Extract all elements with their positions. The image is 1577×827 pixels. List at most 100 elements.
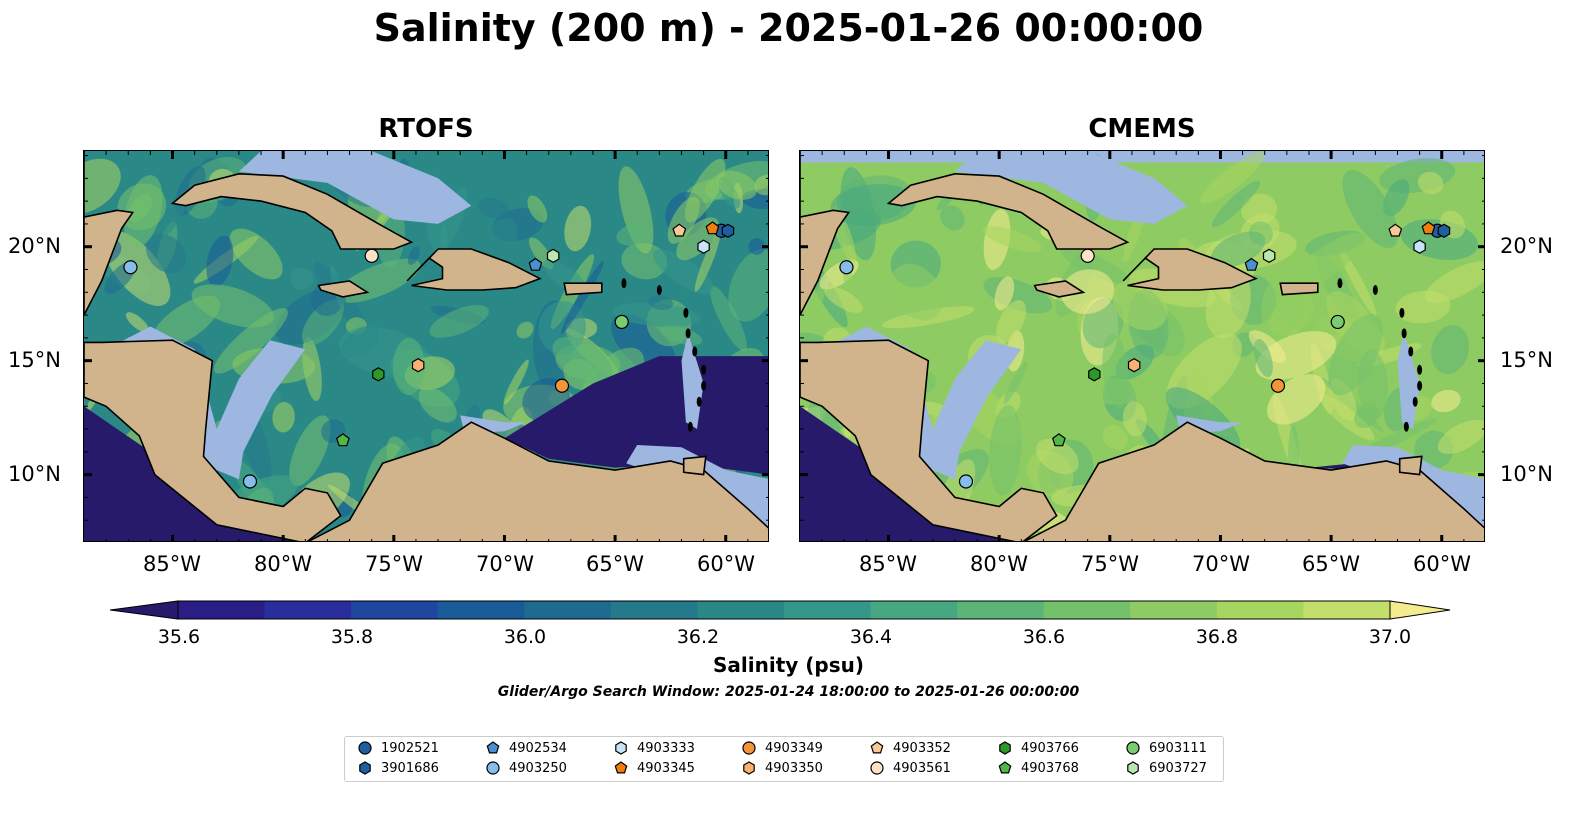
float-marker-4903352 bbox=[1388, 223, 1403, 237]
salinity-blob bbox=[1112, 279, 1168, 331]
figure-title: Salinity (200 m) - 2025-01-26 00:00:00 bbox=[373, 6, 1204, 50]
island bbox=[692, 346, 698, 357]
island bbox=[683, 307, 689, 318]
land-mass bbox=[800, 339, 1058, 541]
legend-marker-hexagon-icon bbox=[359, 761, 371, 775]
salinity-blob bbox=[1036, 438, 1079, 475]
salinity-blob bbox=[392, 337, 425, 396]
colorbar-bin bbox=[784, 601, 872, 619]
salinity-blob bbox=[272, 401, 295, 433]
float-marker-4903250 bbox=[242, 474, 258, 489]
salinity-blob bbox=[289, 415, 331, 487]
colorbar-bin bbox=[524, 601, 612, 619]
salinity-blob bbox=[1200, 151, 1266, 204]
colorbar-bin bbox=[1043, 601, 1131, 619]
legend-item: 4903345 bbox=[613, 760, 695, 776]
legend-item: 4903333 bbox=[613, 740, 695, 756]
colorbar bbox=[110, 600, 1451, 620]
salinity-blob bbox=[1431, 325, 1470, 375]
legend-label: 3901686 bbox=[381, 760, 439, 776]
island bbox=[1401, 328, 1407, 339]
colorbar-label: Salinity (psu) bbox=[712, 653, 864, 677]
colorbar-tick-label: 36.8 bbox=[1195, 626, 1239, 648]
float-marker-4902534 bbox=[528, 257, 543, 271]
float-marker-4903561 bbox=[1080, 248, 1095, 263]
salinity-blob bbox=[1241, 193, 1278, 226]
map-panel-cmems bbox=[799, 150, 1485, 542]
salinity-blob bbox=[925, 193, 939, 238]
island bbox=[1337, 278, 1343, 289]
salinity-blob bbox=[824, 286, 863, 313]
colorbar-tick-label: 36.6 bbox=[1022, 626, 1066, 648]
land-mass bbox=[1398, 455, 1423, 476]
y-tick-label-right: 10°N bbox=[1500, 462, 1553, 486]
land-mass bbox=[1033, 280, 1086, 298]
panel-title-cmems: CMEMS bbox=[1088, 114, 1196, 144]
colorbar-bin bbox=[351, 601, 439, 619]
salinity-blob bbox=[994, 276, 1015, 311]
salinity-blob bbox=[982, 226, 1042, 253]
salinity-blob bbox=[1431, 389, 1461, 413]
y-tick-label-left: 20°N bbox=[8, 234, 61, 258]
salinity-blob bbox=[552, 336, 613, 384]
float-marker-4903768 bbox=[335, 433, 350, 447]
salinity-blob bbox=[939, 205, 965, 231]
float-marker-6903111 bbox=[1330, 314, 1345, 330]
float-marker-4903333 bbox=[697, 239, 710, 254]
salinity-blob bbox=[1328, 313, 1383, 396]
land-mass bbox=[886, 172, 1130, 250]
island bbox=[701, 380, 707, 391]
float-marker-4903768 bbox=[1051, 433, 1066, 447]
island bbox=[1408, 346, 1414, 357]
salinity-blob bbox=[754, 174, 768, 196]
axis-ticks bbox=[800, 151, 1484, 541]
salinity-blob bbox=[596, 268, 611, 344]
salinity-blob bbox=[229, 228, 283, 280]
salinity-map bbox=[84, 151, 768, 541]
land-mass bbox=[84, 339, 342, 541]
colorbar-bin bbox=[1130, 601, 1218, 619]
low-salinity-region bbox=[84, 406, 296, 541]
colorbar-tick-label: 37.0 bbox=[1368, 626, 1412, 648]
legend-label: 6903727 bbox=[1149, 760, 1207, 776]
panel-title-rtofs: RTOFS bbox=[378, 114, 474, 144]
float-marker-4903345 bbox=[1421, 221, 1436, 235]
salinity-blob bbox=[117, 183, 167, 231]
legend-marker-circle-icon bbox=[742, 741, 756, 755]
salinity-blob bbox=[989, 405, 1022, 496]
y-tick-label-right: 15°N bbox=[1500, 348, 1553, 372]
legend-label: 4903333 bbox=[637, 740, 695, 756]
land-mass bbox=[307, 421, 768, 541]
salinity-blob bbox=[710, 286, 747, 352]
float-marker-4903345 bbox=[705, 221, 720, 235]
legend-label: 4903561 bbox=[893, 760, 951, 776]
float-marker-4903766 bbox=[372, 367, 385, 382]
island bbox=[1399, 307, 1405, 318]
legend-label: 4903352 bbox=[893, 740, 951, 756]
legend-marker-hexagon-icon bbox=[615, 741, 627, 755]
float-marker-3901686 bbox=[721, 223, 735, 238]
float-marker-4903352 bbox=[672, 223, 687, 237]
legend-item: 4903250 bbox=[485, 760, 567, 776]
salinity-blob bbox=[1255, 331, 1337, 381]
salinity-blob bbox=[612, 302, 701, 327]
legend-marker-circle-icon bbox=[358, 741, 372, 755]
legend: 1902521 3901686 4902534 4903250 4903333 49033… bbox=[344, 736, 1224, 782]
legend-label: 4903250 bbox=[509, 760, 567, 776]
salinity-blob bbox=[660, 325, 703, 346]
legend-label: 4903768 bbox=[1021, 760, 1079, 776]
colorbar-bin bbox=[1303, 601, 1391, 619]
float-marker-4903333 bbox=[1413, 239, 1426, 254]
legend-item: 4903561 bbox=[869, 760, 951, 776]
island bbox=[701, 364, 707, 375]
map-panel-rtofs bbox=[83, 150, 769, 542]
colorbar-bin bbox=[178, 601, 266, 619]
colorbar-tick-label: 35.8 bbox=[330, 626, 374, 648]
legend-item: 6903727 bbox=[1125, 760, 1207, 776]
x-tick-label: 60°W bbox=[697, 552, 755, 576]
x-tick-label: 70°W bbox=[476, 552, 534, 576]
colorbar-bin bbox=[957, 601, 1045, 619]
axis-ticks bbox=[84, 151, 768, 541]
salinity-blob bbox=[1122, 401, 1147, 437]
salinity-blob bbox=[616, 223, 653, 246]
